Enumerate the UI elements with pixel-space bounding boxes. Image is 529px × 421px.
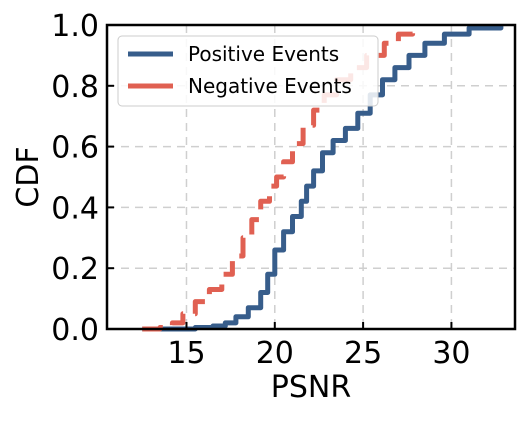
y-tick-label: 0.6 — [51, 131, 99, 166]
legend-label-positive: Positive Events — [188, 42, 339, 66]
y-tick-label: 0.4 — [51, 191, 99, 226]
y-tick-label: 0.0 — [51, 313, 99, 348]
series-negative-events-line — [142, 25, 416, 332]
series-layer — [142, 25, 504, 332]
x-tick-label: 20 — [256, 336, 294, 371]
y-tick-label: 1.0 — [51, 9, 99, 44]
plot-frame — [105, 23, 517, 331]
legend: Positive Events Negative Events — [117, 35, 379, 107]
tick-layer: 15 20 25 30 0.0 0.2 0.4 0.6 0.8 1.0 — [51, 9, 470, 371]
x-tick-label: 30 — [432, 336, 470, 371]
x-axis-label: PSNR — [271, 370, 351, 405]
series-positive-events-line — [142, 25, 504, 332]
legend-box — [117, 35, 379, 107]
y-tick-label: 0.8 — [51, 70, 99, 105]
x-tick-label: 25 — [344, 336, 382, 371]
x-tick-label: 15 — [167, 336, 205, 371]
legend-label-negative: Negative Events — [188, 74, 352, 98]
grid-layer — [107, 25, 515, 329]
y-axis-label: CDF — [11, 146, 46, 207]
y-tick-label: 0.2 — [51, 252, 99, 287]
